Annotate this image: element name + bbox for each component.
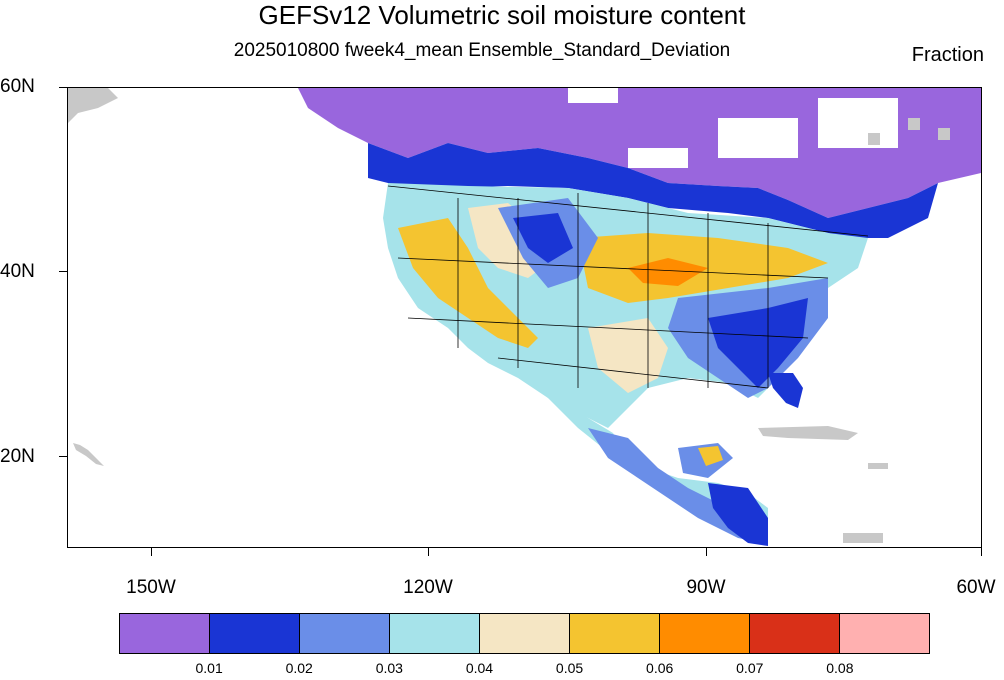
mexico bbox=[498, 358, 768, 533]
colorbar-tick-label: 0.06 bbox=[646, 660, 674, 676]
caribbean-islands bbox=[758, 426, 858, 440]
map-plot-area bbox=[67, 87, 982, 548]
colorbar-tick-label: 0.04 bbox=[465, 660, 494, 676]
tick-lat-60 bbox=[59, 87, 67, 88]
lon-label-60w: 60W bbox=[956, 577, 996, 598]
political-boundaries bbox=[387, 185, 869, 389]
tick-lat-20 bbox=[59, 456, 67, 457]
colorbar-tick-label: 0.07 bbox=[736, 660, 764, 676]
hawaii bbox=[73, 443, 104, 466]
map-subtitle: 2025010800 fweek4_mean Ensemble_Standard… bbox=[233, 40, 731, 61]
map-title: GEFSv12 Volumetric soil moisture content bbox=[258, 0, 746, 30]
colorbar-tick-label: 0.01 bbox=[195, 660, 223, 676]
lon-label-150w: 150W bbox=[126, 577, 176, 598]
colorbar-swatch bbox=[300, 614, 390, 653]
southeast-us-lowest bbox=[708, 298, 808, 388]
colorbar-tick-label: 0.02 bbox=[285, 660, 313, 676]
western-us-high bbox=[398, 218, 538, 348]
colorbar-swatch bbox=[480, 614, 570, 653]
tick-lon-60 bbox=[981, 548, 982, 556]
tick-lon-120 bbox=[428, 548, 429, 556]
colorbar-swatch bbox=[750, 614, 840, 653]
southern-canada-band bbox=[368, 143, 938, 238]
lat-label-60n: 60N bbox=[0, 76, 35, 97]
tick-lat-40 bbox=[59, 271, 67, 272]
units-label: Fraction bbox=[911, 44, 984, 66]
tick-lon-150 bbox=[151, 548, 152, 556]
colorbar-tick-label: 0.05 bbox=[555, 660, 584, 676]
colorbar-swatch bbox=[390, 614, 480, 653]
tick-lon-90 bbox=[706, 548, 707, 556]
colorbar-swatch bbox=[660, 614, 750, 653]
lat-label-40n: 40N bbox=[0, 261, 35, 282]
colorbar-swatch bbox=[120, 614, 210, 653]
yucatan-high bbox=[698, 446, 723, 466]
central-america-lowest bbox=[708, 483, 768, 546]
lon-label-90w: 90W bbox=[686, 577, 726, 598]
colorbar-swatch bbox=[570, 614, 660, 653]
lat-label-20n: 20N bbox=[0, 446, 35, 467]
lon-label-120w: 120W bbox=[403, 577, 453, 598]
colorbar-tick-label: 0.03 bbox=[375, 660, 403, 676]
colorbar-swatch bbox=[840, 614, 929, 653]
rockies-lowest bbox=[513, 213, 573, 263]
soil-moisture-map bbox=[68, 88, 981, 546]
florida bbox=[768, 373, 803, 408]
alaska-coast bbox=[68, 88, 118, 123]
colorbar-swatch bbox=[210, 614, 300, 653]
colorbar bbox=[119, 613, 930, 654]
colorbar-tick-label: 0.08 bbox=[826, 660, 854, 676]
